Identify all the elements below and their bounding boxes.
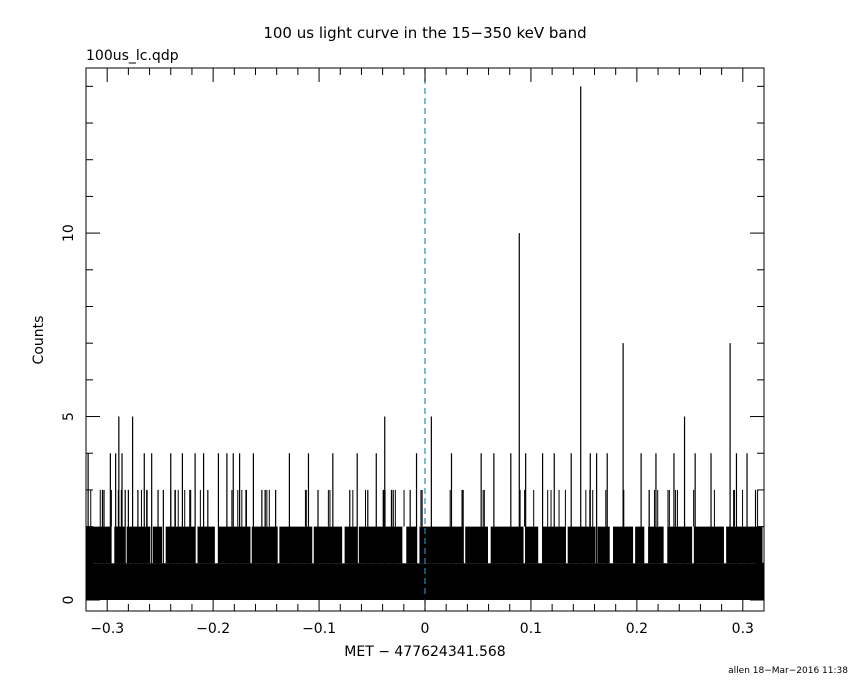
baseline-count-2-segment [465, 526, 489, 564]
baseline-count-2-segment [279, 526, 313, 564]
baseline-count-2-segment [419, 526, 464, 564]
y-tick-label: 0 [61, 596, 77, 605]
baseline-count-2-segment [635, 526, 645, 564]
baseline-count-2-segment [490, 526, 524, 564]
y-axis-label: Counts [31, 316, 47, 365]
baseline-count-2-segment [218, 526, 251, 564]
baseline-count-2-segment [126, 526, 151, 564]
x-tick-label: −0.3 [90, 621, 124, 637]
x-tick-label: −0.1 [302, 621, 336, 637]
baseline-count-2-segment [525, 526, 539, 564]
x-tick-label: 0 [421, 621, 430, 637]
baseline-count-2-segment [197, 526, 215, 564]
baseline-count-2-segment [165, 526, 196, 564]
baseline-count-2-segment [567, 526, 596, 564]
x-tick-label: 0.3 [732, 621, 754, 637]
baseline-count-2-segment [693, 526, 724, 564]
y-tick-label: 10 [61, 224, 77, 242]
baseline-count-2-segment [114, 526, 125, 564]
y-tick-label: 5 [61, 412, 77, 421]
footer-timestamp: allen 18−Mar−2016 11:38 [728, 666, 848, 676]
x-tick-label: 0.2 [626, 621, 648, 637]
count-bars [87, 86, 757, 600]
baseline-count-2-segment [251, 526, 278, 564]
file-label: 100us_lc.qdp [86, 48, 179, 64]
baseline-count-2-segment [358, 526, 403, 564]
x-axis-label: MET − 477624341.568 [344, 644, 505, 660]
baseline-count-2-segment [406, 526, 418, 564]
baseline-count-2-segment [344, 526, 358, 564]
baseline-count-2-segment [667, 526, 693, 564]
baseline-count-2-segment [86, 526, 112, 564]
baseline-count-2-segment [597, 526, 610, 564]
x-tick-label: 0.1 [520, 621, 542, 637]
x-tick-label: −0.2 [196, 621, 230, 637]
chart-title: 100 us light curve in the 15−350 keV ban… [263, 24, 586, 42]
tick-labels: −0.3 −0.2 −0.1 0 0.1 0.2 0.3 0 5 10 [61, 224, 754, 637]
baseline-count-2-segment [726, 526, 763, 564]
plot-frame [85, 67, 765, 612]
